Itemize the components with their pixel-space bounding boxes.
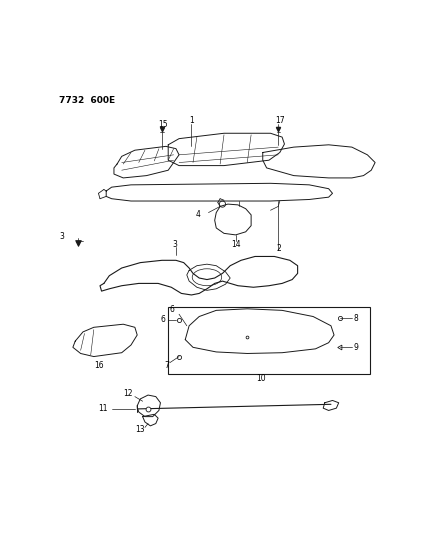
Text: 14: 14 (231, 240, 241, 248)
Text: 7732  600E: 7732 600E (59, 96, 115, 106)
Text: 3: 3 (173, 240, 178, 248)
Text: 17: 17 (275, 116, 285, 125)
Text: 10: 10 (256, 374, 266, 383)
Text: 6: 6 (160, 315, 165, 324)
Text: 11: 11 (98, 405, 108, 414)
Text: 4: 4 (195, 211, 200, 220)
Text: 16: 16 (94, 361, 104, 370)
Text: 9: 9 (354, 343, 358, 352)
Text: 7: 7 (164, 361, 169, 370)
Text: 12: 12 (123, 389, 133, 398)
Text: 8: 8 (354, 313, 358, 322)
Text: 3: 3 (59, 232, 64, 241)
Text: 1: 1 (189, 116, 194, 125)
Text: 15: 15 (158, 119, 168, 128)
Text: 6: 6 (170, 305, 175, 314)
Text: 2: 2 (276, 244, 282, 253)
Text: 13: 13 (135, 425, 145, 434)
Bar (168, 306, 370, 374)
